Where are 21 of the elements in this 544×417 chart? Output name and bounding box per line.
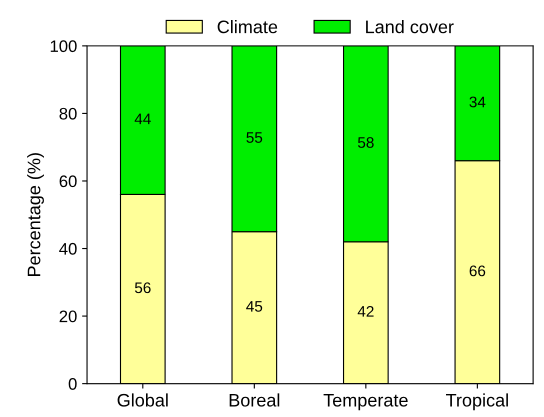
data-label: 42 (358, 306, 374, 317)
data-label: 66 (470, 265, 486, 276)
y-tick-label: 60 (60, 175, 77, 188)
y-tick-label: 0 (68, 378, 77, 390)
data-label: 45 (246, 301, 262, 312)
y-tick-label: 20 (60, 310, 77, 322)
data-label: 58 (358, 137, 374, 148)
x-tick-label: Temperate (324, 394, 408, 410)
x-tick-label: Tropical (446, 393, 508, 410)
data-label: 55 (246, 132, 262, 143)
data-label: 56 (134, 282, 151, 294)
y-axis-title: Percentage (%) (27, 153, 44, 276)
y-tick-label: 40 (59, 242, 77, 255)
y-tick-label: 100 (50, 40, 77, 52)
data-label: 34 (469, 96, 486, 108)
x-tick-label: Global (118, 393, 168, 407)
y-tick-label: 80 (60, 108, 77, 120)
data-label: 44 (134, 114, 151, 124)
x-tick-label: Boreal (230, 393, 280, 407)
legend-label: Climate (218, 20, 278, 34)
legend-label: Land cover (366, 20, 454, 34)
